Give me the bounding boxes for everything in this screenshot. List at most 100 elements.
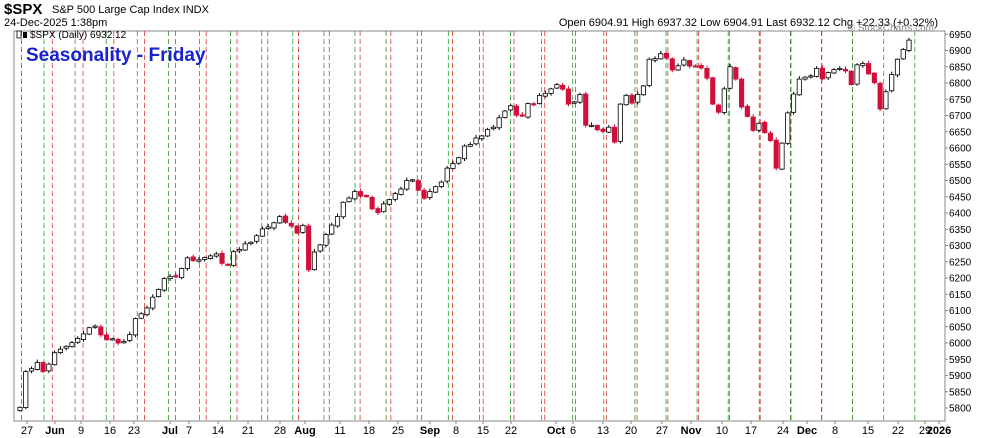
candle-body xyxy=(571,101,577,104)
y-tick-label: 6000 xyxy=(949,339,972,350)
candle-body xyxy=(438,181,444,187)
candle-body xyxy=(496,117,502,129)
candle-body xyxy=(814,67,820,77)
x-tick-label: 24 xyxy=(777,425,789,437)
x-tick-label: 13 xyxy=(597,425,609,437)
candle-body xyxy=(225,263,231,266)
candle-body xyxy=(779,142,785,170)
candle-body xyxy=(323,234,329,246)
candle-body xyxy=(150,296,156,309)
candle-body xyxy=(577,93,583,103)
candle-body xyxy=(750,116,756,131)
candle-body xyxy=(473,137,479,145)
candle-body xyxy=(669,58,675,71)
y-tick-label: 6950 xyxy=(949,30,972,41)
y-tick-label: 5850 xyxy=(949,387,972,398)
x-tick-label: 28 xyxy=(274,425,286,437)
y-tick-label: 6600 xyxy=(949,144,972,155)
candle-body xyxy=(115,338,121,344)
ohlc-readout: Open 6904.91 High 6937.32 Low 6904.91 La… xyxy=(558,17,938,29)
y-tick-label: 6250 xyxy=(949,257,972,268)
candle-body xyxy=(167,275,173,280)
x-tick-label: 27 xyxy=(21,425,33,437)
candle-body xyxy=(144,307,150,316)
grid xyxy=(21,31,916,421)
candle-body xyxy=(785,112,791,144)
candle-body xyxy=(485,129,491,137)
candle-body xyxy=(767,132,774,141)
candle-body xyxy=(542,93,548,97)
candle-body xyxy=(727,66,733,89)
candle-body xyxy=(415,180,421,191)
candle-body xyxy=(502,110,508,118)
candle-body xyxy=(698,65,704,69)
x-tick-label: 6 xyxy=(570,425,576,437)
x-tick-label: 15 xyxy=(477,425,489,437)
x-tick-label: 25 xyxy=(392,425,404,437)
candle-body xyxy=(721,88,727,113)
candle-body xyxy=(623,94,629,106)
candle-body xyxy=(265,226,271,229)
candle-body xyxy=(790,93,797,113)
candle-body xyxy=(75,338,81,343)
x-tick-label: 14 xyxy=(212,425,224,437)
candle-body xyxy=(831,69,837,74)
y-tick-label: 6050 xyxy=(949,322,972,333)
candle-body xyxy=(352,191,358,200)
candle-body xyxy=(57,348,63,353)
chart-security-name: S&P 500 Large Cap Index INDX xyxy=(52,4,209,16)
x-tick-label: Aug xyxy=(294,425,315,437)
x-tick-label: 21 xyxy=(242,425,254,437)
y-tick-label: 5800 xyxy=(949,404,972,415)
x-tick-label: 22 xyxy=(505,425,517,437)
candle-body xyxy=(467,144,473,147)
x-tick-label: Jun xyxy=(45,425,65,437)
candle-body xyxy=(756,122,762,131)
candle-body xyxy=(900,49,906,60)
candle-body xyxy=(213,253,219,257)
candle-body xyxy=(23,371,29,408)
candle-body xyxy=(825,72,831,79)
x-tick-label: 8 xyxy=(453,425,459,437)
candle-body xyxy=(629,94,635,104)
candle-body xyxy=(860,63,866,66)
candle-body xyxy=(346,197,352,203)
candle-body xyxy=(375,208,381,214)
x-axis: 27 Jun 9 16 23 Jul 7 14 21 28 Aug 11 18 25 Sep 8 15 22 Oct… xyxy=(21,421,951,437)
candle-body xyxy=(554,84,560,89)
candle-body xyxy=(98,326,104,336)
candle-body xyxy=(819,67,825,80)
candle-body xyxy=(583,93,589,126)
x-tick-label: 29 xyxy=(919,425,931,437)
candle-body xyxy=(692,65,698,68)
x-tick-label: 22 xyxy=(892,425,904,437)
candle-body xyxy=(433,186,439,193)
candle-body xyxy=(802,76,808,80)
candle-body xyxy=(710,77,716,105)
candle-body xyxy=(536,94,543,104)
candle-body xyxy=(363,194,369,198)
candle-body xyxy=(773,139,779,169)
candle-body xyxy=(889,74,895,92)
candle-body xyxy=(138,313,144,319)
candle-body xyxy=(796,78,802,96)
candle-body xyxy=(86,327,92,335)
candle-body xyxy=(894,58,901,76)
y-tick-label: 6100 xyxy=(949,306,972,317)
y-tick-label: 6550 xyxy=(949,160,972,171)
candle-body xyxy=(282,215,289,223)
candle-body xyxy=(127,334,133,341)
candle-body xyxy=(479,135,485,140)
x-tick-label: 17 xyxy=(745,425,757,437)
candle-body xyxy=(381,203,387,213)
candle-body xyxy=(842,68,849,72)
candle-body xyxy=(46,363,52,372)
candle-body xyxy=(161,278,167,291)
candle-body xyxy=(404,180,410,190)
x-tick-label: 18 xyxy=(363,425,375,437)
x-tick-label: 23 xyxy=(128,425,140,437)
candle-body xyxy=(242,243,248,251)
candle-body xyxy=(80,333,87,340)
candle-body xyxy=(444,167,450,182)
